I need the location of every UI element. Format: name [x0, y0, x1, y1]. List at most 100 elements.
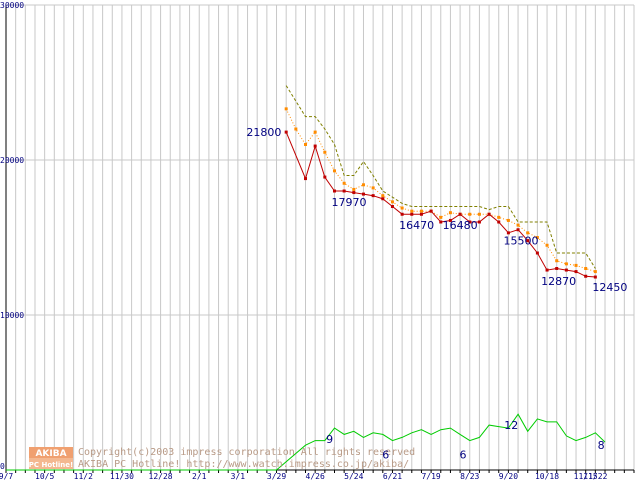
data-label: 16470: [399, 219, 434, 232]
x-tick-label: 4/26: [306, 472, 325, 480]
series-average-point: [400, 206, 404, 210]
series-min-point: [555, 267, 559, 270]
series-average-point: [410, 209, 414, 213]
data-label: 12: [504, 419, 518, 432]
series-average-point: [468, 212, 472, 216]
series-min-point: [574, 270, 578, 274]
x-tick-label: 2/1: [192, 472, 207, 480]
y-tick-label: 0: [0, 462, 5, 471]
data-label: 16480: [443, 219, 478, 232]
series-min-point: [284, 130, 288, 134]
site-url-text: AKIBA PC Hotline! http://www.watch.impre…: [78, 459, 409, 470]
series-average-point: [535, 236, 539, 239]
series-min-point: [323, 175, 327, 179]
x-tick-label: 3/1: [231, 472, 246, 480]
data-label: 6: [382, 449, 389, 462]
data-label: 9: [326, 433, 333, 446]
logo-bottom-text: PC Hotline!: [29, 461, 73, 469]
series-lines: [6, 85, 606, 471]
watermark: AKIBA PC Hotline! Copyright(c)2003 impre…: [29, 447, 415, 470]
data-label: 8: [598, 439, 605, 452]
copyright-text: Copyright(c)2003 impress corporation All…: [78, 447, 415, 458]
x-tick-label: 9/7: [0, 472, 13, 480]
series-min-point: [429, 209, 433, 213]
series-average-point: [284, 107, 288, 111]
series-min-point: [458, 212, 462, 216]
series-min-point: [468, 220, 472, 224]
series-min-point: [361, 192, 365, 196]
data-labels: 21800 17970 16470 16480 15500 12870 12450 9 6 6 12…: [246, 126, 627, 461]
series-average-point: [419, 209, 423, 213]
y-tick-label: 20000: [0, 156, 24, 165]
series-min-point: [352, 191, 356, 195]
series-min-point: [526, 239, 530, 243]
series-average-point: [574, 263, 578, 267]
series-average-point: [526, 231, 530, 235]
data-label: 12450: [592, 281, 627, 294]
x-tick-label: 7/19: [421, 472, 440, 480]
series-average-point: [584, 267, 588, 270]
data-label: 21800: [246, 126, 281, 139]
series-min-point: [410, 212, 414, 216]
x-tick-label: 10/5: [35, 472, 54, 480]
data-label: 15500: [503, 235, 538, 248]
series-average-point: [352, 187, 356, 191]
series-average-point: [313, 130, 317, 134]
x-tick-label: 11/30: [110, 472, 134, 480]
series-average-point: [332, 169, 336, 173]
series-min-point: [487, 212, 491, 216]
series-min-point: [497, 220, 501, 224]
series-min-point: [477, 220, 481, 224]
logo-box-bottom: [29, 458, 73, 469]
series-count-line: [6, 413, 606, 471]
x-tick-label: 3/29: [267, 472, 286, 480]
series-average-point: [477, 212, 481, 216]
logo-top-text: AKIBA: [35, 449, 66, 459]
series-min-point: [564, 268, 568, 272]
x-tick-label: 5/24: [344, 472, 363, 480]
x-tick-label: 11/22: [583, 472, 607, 480]
data-label: 6: [459, 449, 466, 462]
series-min-point: [381, 197, 385, 201]
logo-box-top: [29, 447, 73, 458]
x-tick-label: 8/23: [460, 472, 479, 480]
series-min-point: [371, 194, 375, 198]
series-min-point: [439, 220, 443, 224]
series-average-point: [448, 211, 452, 215]
x-tick-label: 6/21: [383, 472, 402, 480]
data-label: 12870: [541, 275, 576, 288]
series-average-point: [545, 243, 549, 247]
series-average-point: [564, 262, 568, 266]
series-min-point: [535, 251, 539, 255]
x-tick-label: 12/28: [149, 472, 173, 480]
series-min-point: [584, 274, 588, 278]
series-min-point: [516, 228, 520, 232]
y-tick-label: 30000: [0, 1, 24, 10]
series-min-point: [419, 212, 423, 216]
series-min-point: [390, 205, 394, 208]
data-label: 17970: [331, 196, 366, 209]
tick-labels: 0 10000 20000 30000 9/7 10/5 11/2 11/30 12/28 2/1…: [0, 1, 608, 480]
series-min-point: [545, 268, 549, 272]
series-average-point: [361, 183, 365, 187]
series-average-point: [497, 215, 501, 219]
x-tick-label: 11/15: [574, 472, 598, 480]
series-max-line: [285, 85, 596, 269]
series-min-point: [313, 144, 317, 148]
series-average-point: [381, 194, 385, 198]
series-average-point: [390, 200, 394, 204]
series-min-point: [304, 177, 308, 181]
x-tick-label: 9/20: [499, 472, 518, 480]
x-tick-label: 10/18: [535, 472, 559, 480]
series-min-point: [506, 231, 510, 235]
series-min-point: [593, 275, 597, 279]
series-average-point: [294, 127, 298, 131]
series-average-point: [506, 218, 510, 222]
y-tick-label: 10000: [0, 311, 24, 320]
series-average-point: [439, 215, 443, 219]
series-average-point: [304, 143, 308, 146]
series-average-point: [593, 270, 597, 274]
series-average-point: [516, 223, 520, 227]
series-min-line: [285, 131, 596, 278]
